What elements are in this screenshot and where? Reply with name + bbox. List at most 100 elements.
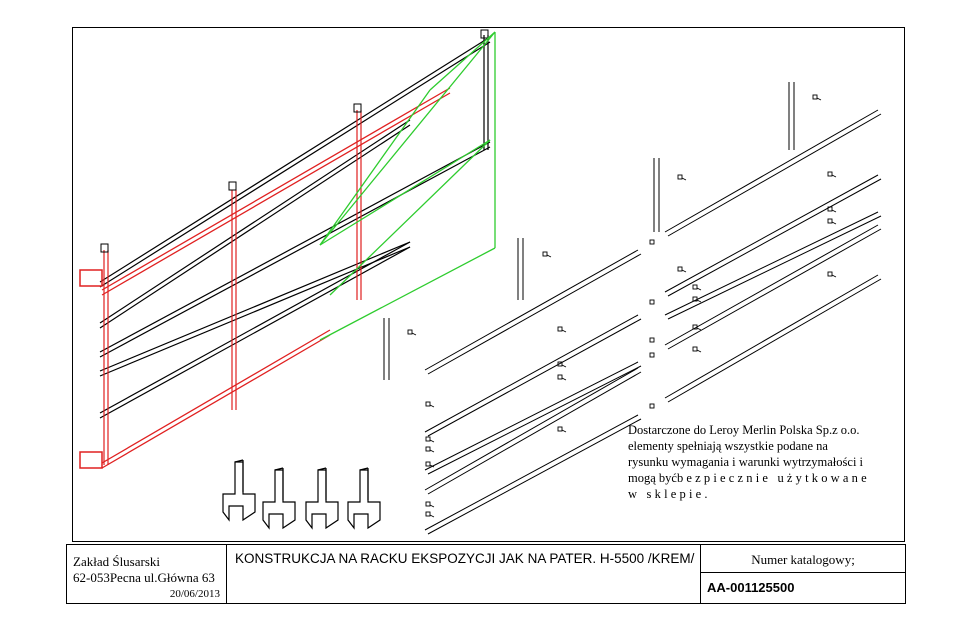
green-callout-line-6 [329, 139, 491, 296]
note-line-5: w sklepie. [628, 487, 711, 501]
bolt-10 [692, 284, 702, 291]
catalog-number: AA-001125500 [707, 580, 795, 595]
catalog-divider [701, 572, 905, 573]
catalog-label: Numer katalogowy; [751, 552, 855, 567]
company-address: 62-053Pecna ul.Główna 63 [73, 570, 215, 585]
loose-rail-7 [664, 174, 882, 297]
company-name: Zakład Ślusarski [73, 554, 161, 569]
frame-rail-2 [99, 119, 411, 329]
bolt-3 [677, 174, 687, 181]
bolt-2-head [542, 251, 548, 257]
bolt-8-head [557, 426, 563, 432]
frame-rail-5-edge-a [99, 241, 411, 414]
bolt-4-shank [816, 97, 822, 101]
spacer-3 [649, 337, 655, 343]
bolt-10-shank [696, 287, 702, 291]
bolt-23-shank [429, 514, 435, 518]
loose-rail-9-edge-a [664, 224, 879, 346]
red-end-bracket-1 [79, 269, 103, 287]
note-line-3: rysunku wymagania i warunki wytrzymałośc… [628, 455, 864, 469]
frame-rail-3-edge-a [99, 141, 491, 353]
note-line-1: Dostarczone do Leroy Merlin Polska Sp.z … [628, 423, 860, 437]
bolt-7-head [557, 374, 563, 380]
bolt-5-shank [561, 329, 567, 333]
frame-rail-4-edge-b [99, 246, 411, 377]
spacer-5 [649, 403, 655, 409]
supplier-note: Dostarczone do Leroy Merlin Polska Sp.z … [628, 422, 903, 502]
bracket-3-top [317, 467, 327, 471]
bolt-16-shank [696, 327, 702, 331]
loose-rail-4-edge-a [424, 367, 639, 491]
bolt-8-shank [561, 429, 567, 433]
loose-rail-9-edge-b [667, 228, 882, 350]
loose-rail-8-edge-a [664, 211, 879, 316]
loose-rail-5-edge-a [424, 414, 639, 531]
bracket-3 [305, 467, 339, 530]
bolt-11-shank [696, 299, 702, 303]
bolt-10-head [692, 284, 698, 290]
bolt-21-shank [429, 464, 435, 468]
parts-exploded-view [383, 82, 882, 535]
spacer-2 [649, 299, 655, 305]
loose-rail-9 [664, 224, 882, 350]
drawing-date: 20/06/2013 [169, 588, 220, 600]
loose-rail-3 [424, 361, 642, 475]
bolt-1-head [407, 329, 413, 335]
loose-rail-1-edge-b [427, 253, 642, 375]
bolt-7-shank [561, 377, 567, 381]
loose-rail-10-edge-a [664, 274, 879, 399]
bolt-6 [557, 361, 567, 368]
bolt-13-shank [831, 209, 837, 213]
title-block: Zakład Ślusarski 62-053Pecna ul.Główna 6… [66, 544, 906, 604]
bolt-22 [425, 501, 435, 508]
bolt-13 [827, 206, 837, 213]
bracket-4 [347, 467, 381, 530]
bolt-16-head [692, 324, 698, 330]
bolt-3-shank [681, 177, 687, 181]
frame-rail-1-edge-a [99, 36, 491, 283]
bolt-11-head [692, 296, 698, 302]
bolt-5-head [557, 326, 563, 332]
post-cap-4 [100, 243, 109, 253]
loose-rail-2 [424, 314, 642, 437]
bracket-2-top [274, 467, 284, 471]
bolt-23 [425, 511, 435, 518]
frame-rail-1 [99, 36, 491, 288]
loose-upright-1 [383, 318, 390, 380]
loose-upright-2 [517, 238, 524, 300]
loose-rail-5-edge-b [427, 418, 642, 535]
assembled-frame-view [79, 29, 496, 469]
frame-rail-4-edge-a [99, 241, 411, 372]
bolt-19-shank [429, 439, 435, 443]
green-callout-line-7 [319, 89, 431, 246]
drawing-frame [72, 27, 905, 542]
bolt-19 [425, 436, 435, 443]
bolt-2-shank [546, 254, 552, 258]
bolt-4 [812, 94, 822, 101]
loose-rail-5 [424, 414, 642, 535]
bracket-4-outline [347, 469, 381, 530]
frame-post-3 [356, 110, 362, 300]
bolt-9-shank [681, 269, 687, 273]
bolt-21 [425, 461, 435, 468]
frame-post-4 [483, 35, 489, 150]
loose-rail-8 [664, 211, 882, 320]
bolt-16 [692, 324, 702, 331]
green-callout-line-2 [319, 31, 496, 246]
bracket-1-outline [222, 461, 256, 522]
bracket-4-top [359, 467, 369, 471]
bolt-4-head [812, 94, 818, 100]
frame-rail-3-edge-b [99, 146, 491, 358]
frame-rail-2-edge-b [99, 124, 411, 329]
frame-rail-2-edge-a [99, 119, 411, 324]
bolt-9 [677, 266, 687, 273]
title-cell: KONSTRUKCJA NA RACKU EKSPOZYCJI JAK NA P… [227, 545, 701, 603]
loose-rail-8-edge-b [667, 215, 882, 320]
post-cap-2 [353, 103, 362, 113]
green-callout-line-5 [319, 139, 491, 246]
frame-red-rail-2 [101, 329, 331, 469]
red-end-bracket-2 [79, 451, 103, 469]
bolt-15-shank [831, 274, 837, 278]
bolt-18 [425, 401, 435, 408]
bolt-3-head [677, 174, 683, 180]
